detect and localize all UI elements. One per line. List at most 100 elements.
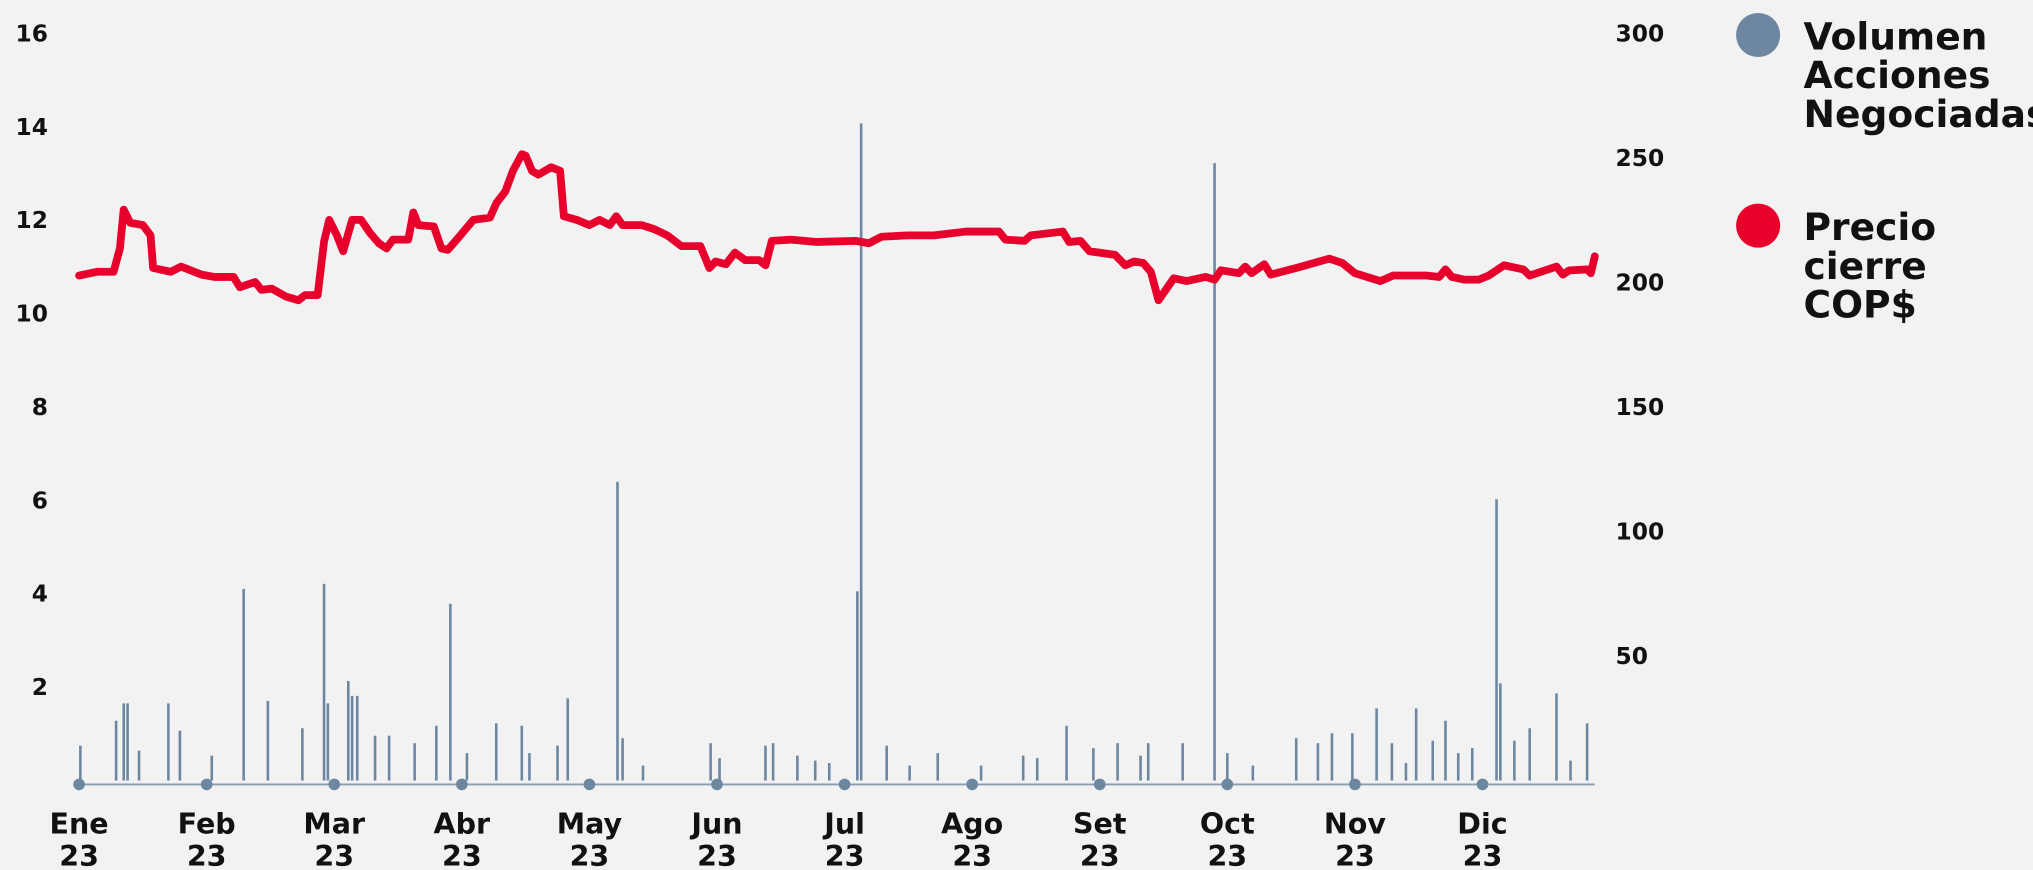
volume-bar xyxy=(355,695,359,781)
volume-bar xyxy=(1035,758,1039,781)
volume-bar xyxy=(1351,733,1354,781)
volume-bar xyxy=(326,703,330,781)
volume-bar xyxy=(178,730,182,781)
volume-bar xyxy=(301,728,304,781)
y-tick-label: 12 xyxy=(16,206,48,234)
volume-bar xyxy=(1146,743,1150,781)
volume-bar xyxy=(1456,753,1460,781)
volume-bar xyxy=(796,755,799,781)
volume-bar xyxy=(1470,748,1474,781)
volume-bar xyxy=(641,765,645,781)
x-tick-label: Oct 23 xyxy=(1200,808,1255,870)
x-tick-dot xyxy=(583,778,596,791)
x-tick-dot xyxy=(711,778,723,791)
y2-tick-label: 150 xyxy=(1616,393,1665,421)
volume-bar xyxy=(718,758,721,781)
volume-bar xyxy=(1116,743,1119,781)
y-tick-label: 2 xyxy=(32,673,48,701)
x-tick-dot xyxy=(1093,778,1106,791)
y2-tick-label: 200 xyxy=(1616,268,1665,296)
x-tick-dot xyxy=(328,778,341,791)
x-tick-dot xyxy=(1221,778,1234,791)
volume-bar xyxy=(465,753,469,781)
volume-bar xyxy=(1414,708,1418,781)
x-tick-label: May 23 xyxy=(557,808,623,870)
volume-bar xyxy=(137,750,141,781)
x-tick-dot xyxy=(200,778,213,791)
volume-bar xyxy=(373,735,377,781)
volume-bar xyxy=(1585,723,1589,781)
volume-bar xyxy=(1251,765,1255,781)
volume-bar xyxy=(856,591,859,781)
y2-tick-label: 100 xyxy=(1616,517,1665,545)
volume-bar xyxy=(126,703,129,781)
volume-bar xyxy=(266,700,270,781)
volume-bar xyxy=(167,703,170,781)
volume-bar xyxy=(813,760,817,781)
x-tick-label: Set 23 xyxy=(1073,808,1127,870)
volume-bar xyxy=(1294,738,1298,781)
volume-bar xyxy=(79,745,82,781)
volume-bar xyxy=(1375,708,1378,781)
volume-bar xyxy=(771,743,775,781)
volume-bar xyxy=(859,123,863,781)
volume-bar xyxy=(520,725,524,781)
y-tick-label: 6 xyxy=(32,486,48,514)
x-tick-dot xyxy=(73,778,85,791)
volume-bar xyxy=(435,725,438,781)
y2-tick-label: 300 xyxy=(1616,19,1665,47)
x-tick-label: Dic 23 xyxy=(1457,808,1507,870)
volume-bar xyxy=(1528,728,1531,781)
x-tick-dot xyxy=(966,778,978,791)
y2-tick-label: 250 xyxy=(1616,144,1665,172)
volume-bar xyxy=(908,765,911,781)
volume-bar xyxy=(1316,743,1320,781)
volume-bar xyxy=(350,695,354,781)
y-tick-label: 10 xyxy=(16,300,48,328)
volume-bar xyxy=(1390,743,1394,781)
volume-bar xyxy=(114,720,118,781)
x-tick-label: Jun 23 xyxy=(689,808,742,870)
volume-bar xyxy=(1139,755,1142,781)
x-tick-label: Jul 23 xyxy=(822,808,865,870)
y-tick-label: 16 xyxy=(16,19,48,47)
volume-bar xyxy=(827,763,831,781)
volume-bar xyxy=(616,481,619,781)
x-tick-label: Nov 23 xyxy=(1324,808,1386,870)
x-tick-label: Mar 23 xyxy=(303,808,365,870)
x-tick-dot xyxy=(838,778,851,791)
x-tick-label: Abr 23 xyxy=(434,808,491,870)
volume-bar xyxy=(210,755,214,781)
legend-swatch xyxy=(1736,203,1781,248)
x-tick-label: Feb 23 xyxy=(178,808,236,870)
y-tick-label: 8 xyxy=(32,393,48,421)
volume-bar xyxy=(1513,740,1516,781)
volume-bar xyxy=(709,743,712,781)
volume-bar xyxy=(1065,725,1068,781)
legend-label: Precio cierre COP$ xyxy=(1804,205,1937,327)
volume-bar xyxy=(1569,760,1572,781)
x-tick-label: Ene 23 xyxy=(50,808,109,870)
volume-bar xyxy=(1499,683,1502,781)
volume-bar xyxy=(1404,763,1408,781)
volume-bar xyxy=(387,735,391,781)
volume-bar xyxy=(1092,748,1095,781)
volume-bar xyxy=(1555,693,1558,781)
x-tick-dot xyxy=(456,778,468,791)
legend-swatch xyxy=(1736,12,1781,58)
price-line xyxy=(75,150,1599,305)
volume-bar xyxy=(885,745,888,781)
volume-bar xyxy=(528,753,531,781)
volume-bar xyxy=(1495,499,1498,781)
legend-label: Volumen Acciones Negociadas xyxy=(1804,14,2033,136)
volume-bar xyxy=(1213,163,1216,781)
x-tick-dot xyxy=(1349,778,1361,791)
volume-bar xyxy=(979,765,983,781)
volume-bar xyxy=(494,723,498,781)
volume-bar xyxy=(1431,740,1435,781)
y-tick-label: 4 xyxy=(32,580,48,608)
volume-bar xyxy=(566,698,570,781)
volume-bar xyxy=(122,703,126,781)
volume-bar xyxy=(346,680,350,781)
